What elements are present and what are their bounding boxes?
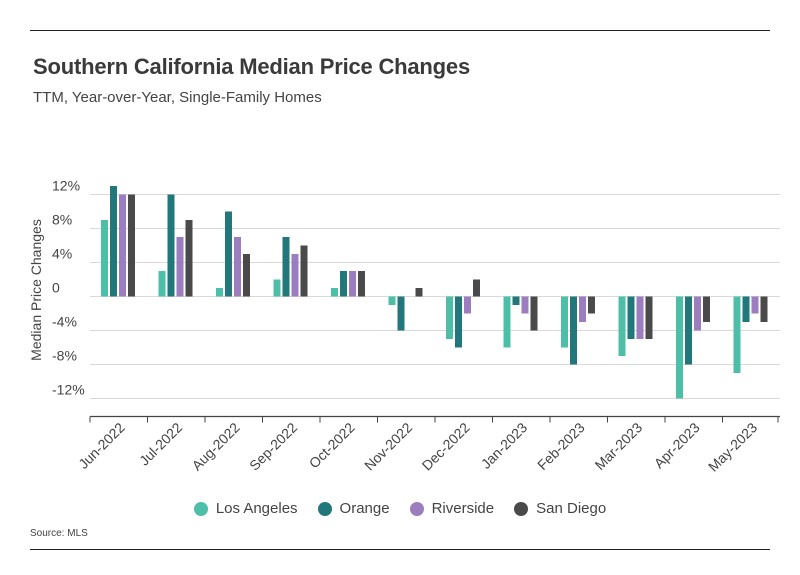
chart-title: Southern California Median Price Changes: [33, 54, 470, 79]
bar-los-angeles: [158, 271, 166, 297]
x-tick-label: Sep-2022: [246, 419, 300, 473]
bar-orange: [397, 296, 405, 331]
legend-swatch: [514, 501, 529, 516]
source-note: Source: MLS: [30, 528, 88, 539]
bar-orange: [110, 186, 117, 297]
bar-san-diego: [243, 254, 250, 297]
bar-riverside: [694, 296, 701, 331]
x-tick-label: Apr-2023: [651, 419, 703, 471]
bar-riverside: [751, 296, 759, 314]
bar-riverside: [119, 194, 126, 297]
legend-label: Los Angeles: [215, 500, 298, 517]
bar-san-diego: [760, 296, 768, 322]
chart-subtitle: TTM, Year-over-Year, Single-Family Homes: [33, 89, 322, 106]
bar-riverside: [636, 296, 644, 339]
bar-orange: [225, 211, 232, 297]
x-tick-label: Mar-2023: [592, 419, 646, 473]
bar-los-angeles: [273, 279, 281, 297]
bar-los-angeles: [216, 288, 223, 297]
bar-riverside: [464, 296, 471, 314]
bar-san-diego: [530, 296, 538, 331]
bar-san-diego: [588, 296, 595, 314]
legend-item: San Diego: [514, 500, 606, 517]
x-tick-label: Oct-2022: [306, 419, 358, 471]
x-tick-label: Aug-2022: [189, 419, 243, 473]
bar-orange: [685, 296, 692, 365]
bar-los-angeles: [733, 296, 741, 373]
bar-orange: [512, 296, 520, 305]
bar-los-angeles: [446, 296, 453, 339]
bar-orange: [570, 296, 577, 365]
legend-label: Riverside: [431, 500, 495, 517]
bar-san-diego: [300, 245, 308, 297]
grid-lines: [90, 194, 780, 399]
bar-san-diego: [185, 220, 193, 297]
y-tick-label: -4%: [52, 314, 77, 330]
legend-swatch: [409, 501, 424, 516]
y-axis-label: Median Price Changes: [28, 219, 44, 361]
bar-orange: [282, 237, 290, 297]
bar-riverside: [234, 237, 241, 297]
bar-orange: [742, 296, 750, 322]
bar-los-angeles: [676, 296, 683, 399]
legend-label: San Diego: [536, 500, 607, 517]
bar-san-diego: [128, 194, 135, 297]
bar-orange: [167, 194, 175, 297]
bar-los-angeles: [331, 288, 338, 297]
bar-los-angeles: [503, 296, 511, 348]
bar-riverside: [579, 296, 586, 322]
bar-san-diego: [645, 296, 653, 339]
axes: 12% 8% 4% 0 -4% -8% -12% Jun-2022 Jul-2022 Aug-20…: [52, 178, 780, 475]
bar-riverside: [176, 237, 184, 297]
y-tick-label: 8%: [52, 212, 72, 228]
bottom-rule: [30, 549, 770, 550]
x-tick-label: Jul-2022: [136, 419, 185, 468]
bar-riverside: [521, 296, 529, 314]
legend-label: Orange: [339, 500, 390, 517]
bars: [101, 186, 768, 399]
bar-san-diego: [473, 279, 480, 297]
bar-los-angeles: [388, 296, 396, 305]
y-tick-label: 0: [52, 280, 60, 296]
legend-item: Orange: [317, 500, 390, 517]
bar-orange: [340, 271, 347, 297]
bar-riverside: [349, 271, 356, 297]
bar-orange: [455, 296, 462, 348]
y-tick-label: 4%: [52, 246, 72, 262]
bar-los-angeles: [618, 296, 626, 356]
bar-los-angeles: [561, 296, 568, 348]
legend-swatch: [193, 501, 208, 516]
bar-san-diego: [415, 288, 423, 297]
y-tick-label: 12%: [52, 178, 80, 194]
x-tick-label: Nov-2022: [361, 419, 415, 473]
y-tick-label: -8%: [52, 348, 77, 364]
legend-item: Los Angeles: [193, 500, 298, 517]
legend: Los Angeles Orange Riverside San Diego: [0, 500, 800, 517]
bar-los-angeles: [101, 220, 108, 297]
top-rule: [30, 30, 770, 31]
y-tick-label: -12%: [52, 382, 85, 398]
legend-item: Riverside: [409, 500, 495, 517]
bar-riverside: [291, 254, 299, 297]
x-tick-label: Jun-2022: [75, 419, 128, 472]
x-tick-label: Jan-2023: [478, 419, 531, 472]
x-tick-label: Feb-2023: [534, 419, 588, 473]
bar-san-diego: [703, 296, 710, 322]
x-tick-label: Dec-2022: [419, 419, 473, 473]
bar-san-diego: [358, 271, 365, 297]
bar-orange: [627, 296, 635, 339]
legend-swatch: [317, 501, 332, 516]
x-tick-label: May-2023: [705, 419, 760, 474]
